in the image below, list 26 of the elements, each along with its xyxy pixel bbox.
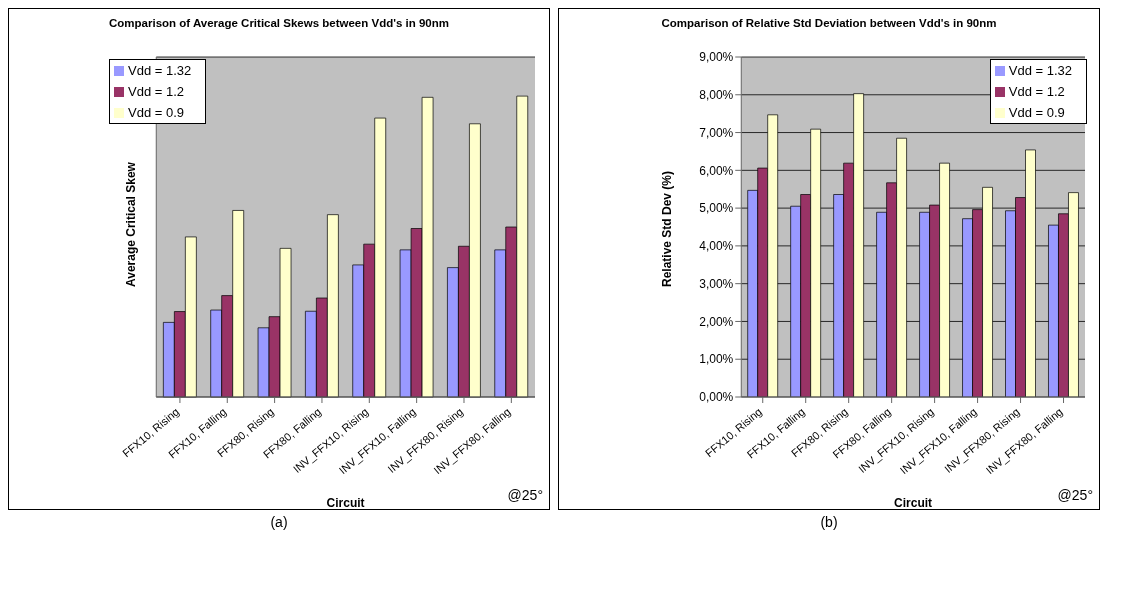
y-tick-label: 6,00% <box>699 163 734 178</box>
legend-label: Vdd = 0.9 <box>128 105 185 120</box>
legend-label: Vdd = 1.32 <box>1008 63 1072 78</box>
y-tick-label: 7,00% <box>699 125 734 140</box>
text: @25° <box>1057 487 1093 503</box>
text: (b) <box>820 514 838 530</box>
legend-label: Vdd = 0.9 <box>1008 105 1065 120</box>
legend-label: Vdd = 1.2 <box>1008 84 1065 99</box>
chart-title: Comparison of Relative Std Deviation between Vdd's in 90nm <box>660 17 998 31</box>
y-tick-label: 3,00% <box>699 276 734 291</box>
y-tick-label: 5,00% <box>699 201 734 216</box>
y-tick-label: 1,00% <box>699 352 734 367</box>
y-tick-label: 8,00% <box>699 88 734 103</box>
x-axis-title: Circuit <box>326 496 365 510</box>
text: @25° <box>507 487 543 503</box>
legend-label: Vdd = 1.2 <box>128 84 185 99</box>
text: (a) <box>270 514 288 530</box>
y-axis-title: Average Critical Skew <box>123 161 138 287</box>
y-tick-label: 2,00% <box>699 314 734 329</box>
x-axis-title: Circuit <box>894 496 933 510</box>
y-tick-label: 4,00% <box>699 239 734 254</box>
y-axis-title: Relative Std Dev (%) <box>659 170 674 287</box>
y-tick-label: 9,00% <box>699 50 734 65</box>
y-tick-label: 0,00% <box>699 390 734 405</box>
chart-title: Comparison of Average Critical Skews between Vdd's in 90nm <box>108 17 450 31</box>
legend-label: Vdd = 1.32 <box>128 63 192 78</box>
